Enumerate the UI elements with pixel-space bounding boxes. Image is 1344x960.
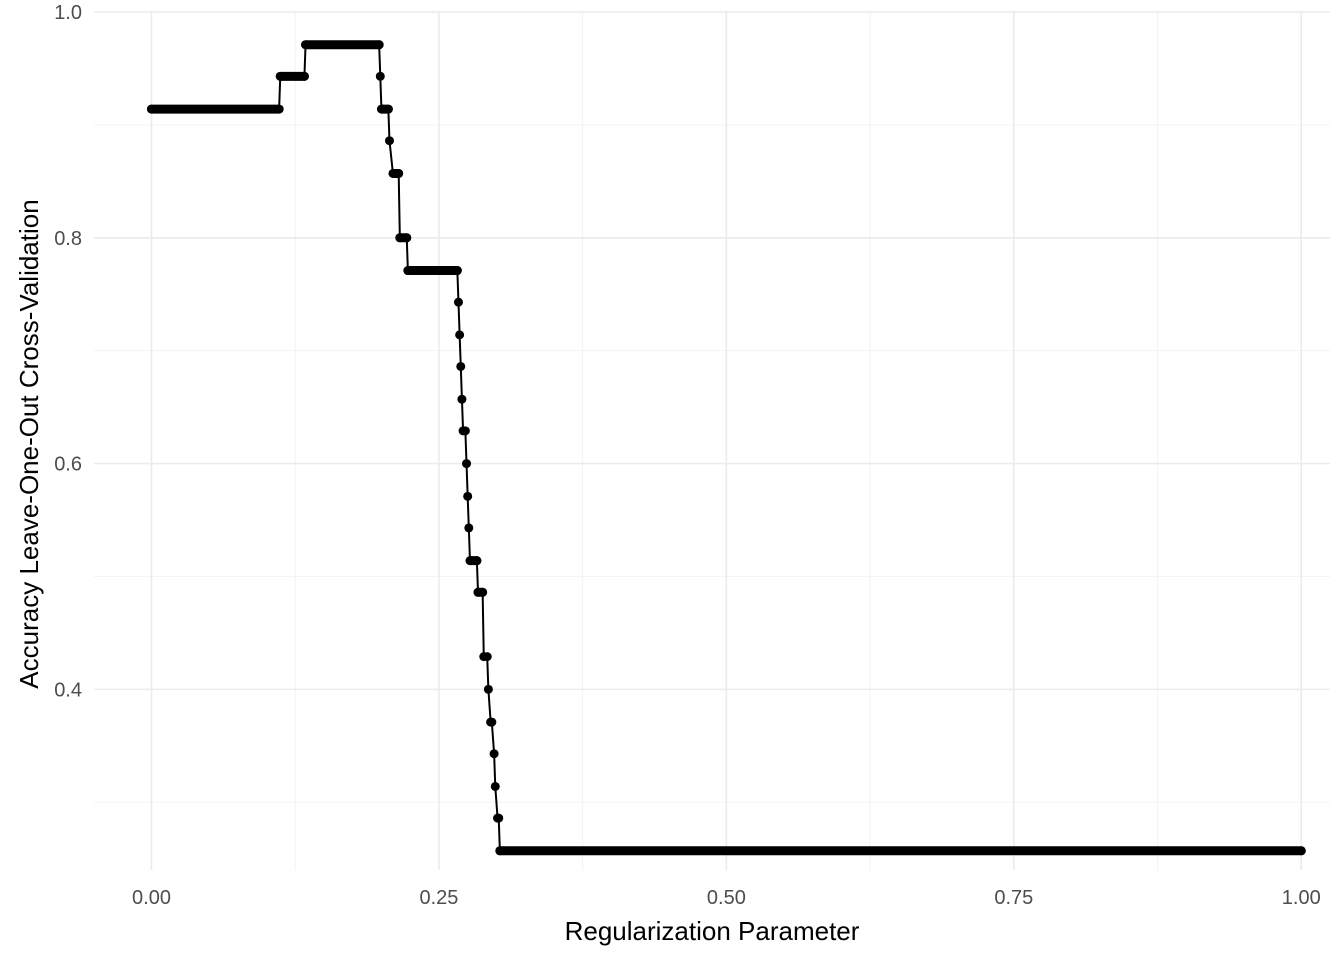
data-point bbox=[460, 426, 470, 436]
data-point bbox=[384, 136, 394, 146]
data-point bbox=[457, 394, 467, 404]
data-point bbox=[495, 846, 505, 856]
data-point bbox=[489, 749, 499, 759]
data-point bbox=[452, 266, 462, 276]
y-tick-label: 0.6 bbox=[54, 454, 82, 476]
data-point bbox=[274, 104, 284, 114]
data-point bbox=[402, 233, 412, 243]
data-point bbox=[490, 781, 500, 791]
data-point bbox=[453, 297, 463, 307]
data-point bbox=[383, 104, 393, 114]
data-point bbox=[403, 266, 413, 276]
x-tick-label: 0.00 bbox=[132, 887, 171, 909]
data-point bbox=[374, 40, 384, 50]
x-axis-title: Regularization Parameter bbox=[565, 916, 860, 946]
y-axis-tick-labels: 0.4 0.6 0.8 1.0 bbox=[54, 2, 82, 701]
data-point bbox=[464, 523, 474, 533]
minor-gridlines bbox=[94, 12, 1330, 870]
x-tick-label: 1.00 bbox=[1282, 887, 1321, 909]
y-tick-label: 1.0 bbox=[54, 2, 82, 24]
x-tick-label: 0.25 bbox=[419, 887, 458, 909]
x-tick-label: 0.75 bbox=[994, 887, 1033, 909]
data-point bbox=[146, 104, 156, 114]
x-tick-label: 0.50 bbox=[707, 887, 746, 909]
data-point bbox=[494, 813, 504, 823]
data-point bbox=[395, 233, 405, 243]
data-point bbox=[1296, 846, 1306, 856]
y-tick-label: 0.8 bbox=[54, 228, 82, 250]
data-point bbox=[483, 684, 493, 694]
y-axis-title: Accuracy Leave-One-Out Cross-Validation bbox=[14, 199, 44, 688]
data-point bbox=[455, 330, 465, 340]
data-point bbox=[275, 71, 285, 81]
x-axis-tick-labels: 0.00 0.25 0.50 0.75 1.00 bbox=[132, 887, 1321, 909]
data-point bbox=[463, 491, 473, 501]
y-tick-label: 0.4 bbox=[54, 679, 82, 701]
major-gridlines bbox=[94, 11, 1330, 870]
data-point bbox=[375, 71, 385, 81]
data-point bbox=[299, 71, 309, 81]
data-point bbox=[301, 40, 311, 50]
data-point bbox=[456, 361, 466, 371]
data-series bbox=[146, 40, 1306, 856]
data-point bbox=[482, 652, 492, 662]
data-point bbox=[462, 459, 472, 469]
data-point bbox=[478, 587, 488, 597]
data-point bbox=[394, 168, 404, 178]
data-point bbox=[472, 556, 482, 566]
data-point bbox=[487, 717, 497, 727]
